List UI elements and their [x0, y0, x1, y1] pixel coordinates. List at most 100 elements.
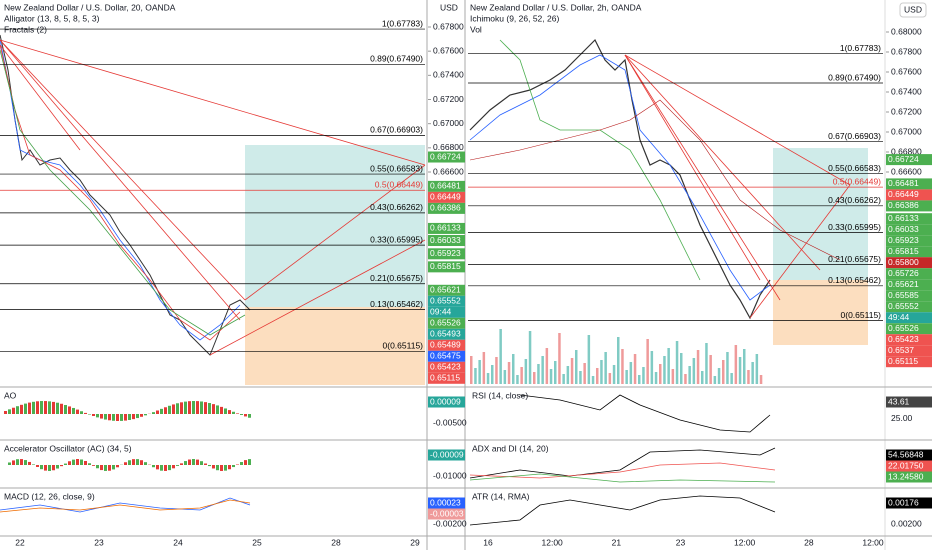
value-badge-label: -0.00009: [430, 449, 464, 459]
x-tick-label: 29: [410, 537, 420, 547]
histogram-bar: [184, 402, 187, 414]
fib-label: 0.33(0.65995): [828, 222, 881, 232]
histogram-bar: [40, 401, 43, 414]
volume-bar: [571, 358, 574, 384]
volume-bar: [655, 372, 658, 384]
histogram-bar: [68, 406, 71, 414]
volume-bar: [663, 356, 666, 384]
volume-bar: [756, 354, 759, 384]
volume-bar: [604, 352, 607, 384]
price-badge-label: 0.65923: [888, 235, 919, 245]
volume-bar: [512, 354, 515, 384]
volume-bar: [504, 370, 507, 384]
histogram-bar: [248, 414, 251, 418]
histogram-bar: [216, 465, 219, 470]
histogram-bar: [176, 403, 179, 414]
volume-bar: [684, 374, 687, 384]
x-tick-label: 28: [804, 537, 814, 547]
fib-label: 0.13(0.65462): [370, 299, 423, 309]
volume-bar: [516, 375, 519, 384]
volume-bar: [546, 348, 549, 384]
pane-title: New Zealand Dollar / U.S. Dollar, 20, OA…: [4, 2, 176, 12]
histogram-bar: [108, 414, 111, 420]
histogram-bar: [20, 405, 23, 414]
value-badge-label: 54.56848: [888, 449, 924, 459]
volume-bar: [697, 350, 700, 384]
volume-bar: [491, 365, 494, 384]
indicator-label: Ichimoku (9, 26, 52, 26): [470, 13, 559, 23]
histogram-bar: [188, 460, 191, 465]
histogram-bar: [140, 414, 143, 417]
histogram-bar: [12, 408, 15, 414]
histogram-bar: [88, 463, 91, 465]
histogram-bar: [240, 462, 243, 465]
fib-label: 0.55(0.66583): [370, 163, 423, 173]
histogram-bar: [56, 465, 59, 469]
volume-bar: [554, 361, 557, 384]
volume-bar: [613, 365, 616, 384]
volume-bar: [592, 376, 595, 384]
histogram-bar: [136, 414, 139, 418]
value-badge-label: 43.61: [888, 396, 910, 406]
histogram-bar: [144, 414, 147, 415]
volume-bar: [558, 333, 561, 384]
y-tick-label: 0.67000: [433, 118, 464, 128]
volume-bar: [579, 371, 582, 384]
x-tick-label: 28: [331, 537, 341, 547]
volume-bar: [672, 369, 675, 384]
y-tick-label: 0.66600: [433, 166, 464, 176]
volume-bar: [575, 350, 578, 384]
fib-label: 0.21(0.65675): [370, 273, 423, 283]
value-badge-label: 0.00176: [888, 497, 919, 507]
subpane-title: ADX and DI (14, 20): [472, 443, 549, 453]
volume-bar: [537, 364, 540, 384]
histogram-bar: [192, 401, 195, 414]
volume-bar: [630, 362, 633, 384]
y-tick-label: 0.67400: [891, 86, 922, 96]
histogram-bar: [184, 461, 187, 465]
histogram-bar: [104, 414, 107, 420]
histogram-bar: [124, 414, 127, 421]
histogram-bar: [40, 465, 43, 469]
price-badge-label: 0.66449: [430, 192, 461, 202]
histogram-bar: [8, 409, 11, 414]
price-badge-label: 0.66724: [888, 154, 919, 164]
price-badge-label: 0.66133: [430, 223, 461, 233]
histogram-bar: [80, 459, 83, 465]
price-badge-label: 0.66386: [430, 203, 461, 213]
histogram-bar: [128, 414, 131, 420]
histogram-bar: [244, 460, 247, 465]
fib-label: 0.67(0.66903): [370, 125, 423, 135]
histogram-bar: [180, 402, 183, 414]
histogram-bar: [92, 465, 95, 466]
histogram-bar: [188, 401, 191, 414]
histogram-bar: [236, 464, 239, 465]
price-badge-label: 0.65423: [430, 362, 461, 372]
fib-label: 0.55(0.66583): [828, 163, 881, 173]
y-tick-label: 0.67200: [891, 106, 922, 116]
histogram-bar: [152, 465, 155, 467]
price-badge-label: 0.65552: [430, 296, 461, 306]
volume-bar: [600, 360, 603, 384]
histogram-bar: [68, 461, 71, 465]
histogram-bar: [132, 414, 135, 419]
volume-bar: [739, 357, 742, 384]
value-badge-label: 0.00023: [430, 497, 461, 507]
volume-bar: [495, 357, 498, 384]
histogram-bar: [196, 401, 199, 414]
y-tick-label: 0.67000: [891, 126, 922, 136]
volume-bar: [743, 349, 746, 384]
histogram-bar: [16, 459, 19, 465]
histogram-bar: [140, 460, 143, 465]
histogram-bar: [76, 459, 79, 465]
x-tick-label: 12:00: [862, 537, 884, 547]
fib-label: 0.33(0.65995): [370, 234, 423, 244]
price-badge-label: 0.65552: [888, 301, 919, 311]
volume-bar: [588, 335, 591, 384]
volume-bar: [680, 353, 683, 384]
countdown-label: 09:44: [430, 307, 452, 317]
histogram-bar: [156, 465, 159, 469]
histogram-bar: [224, 465, 227, 471]
histogram-bar: [168, 406, 171, 414]
